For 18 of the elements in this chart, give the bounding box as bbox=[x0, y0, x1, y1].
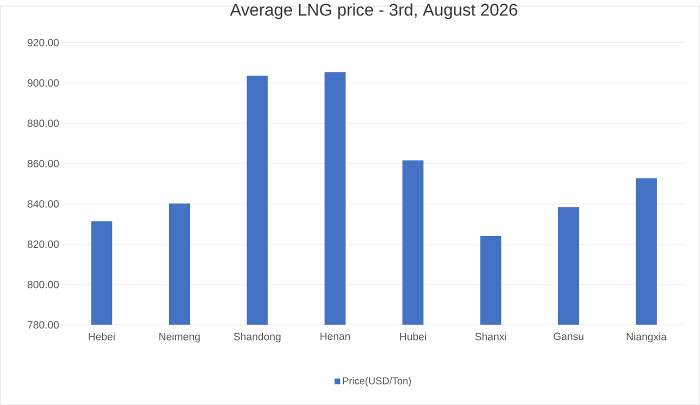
y-tick-label: 860.00 bbox=[28, 160, 59, 168]
x-tick-label: Hebei bbox=[88, 332, 115, 341]
x-tick-label: Neimeng bbox=[159, 332, 200, 343]
y-tick-label: 900.00 bbox=[28, 79, 59, 87]
x-tick-label: Hubei bbox=[400, 332, 426, 341]
legend-label: Price(USD/Ton) bbox=[343, 377, 411, 387]
y-tick-label: 920.00 bbox=[28, 39, 59, 47]
x-tick-label: Shandong bbox=[234, 332, 280, 343]
x-tick-label: Gansu bbox=[554, 332, 584, 340]
x-tick-label: Shanxi bbox=[475, 332, 506, 341]
x-tick-label: Niangxia bbox=[626, 332, 667, 343]
y-tick-label: 840.00 bbox=[28, 200, 59, 208]
chart-title: Average LNG price - 3rd, August 2026 bbox=[230, 3, 518, 20]
y-tick-label: 800.00 bbox=[28, 281, 59, 288]
x-tick-label: Henan bbox=[320, 332, 350, 340]
y-tick-label: 820.00 bbox=[28, 240, 59, 248]
y-tick-label: 780.00 bbox=[28, 321, 59, 329]
y-tick-label: 880.00 bbox=[28, 120, 59, 128]
